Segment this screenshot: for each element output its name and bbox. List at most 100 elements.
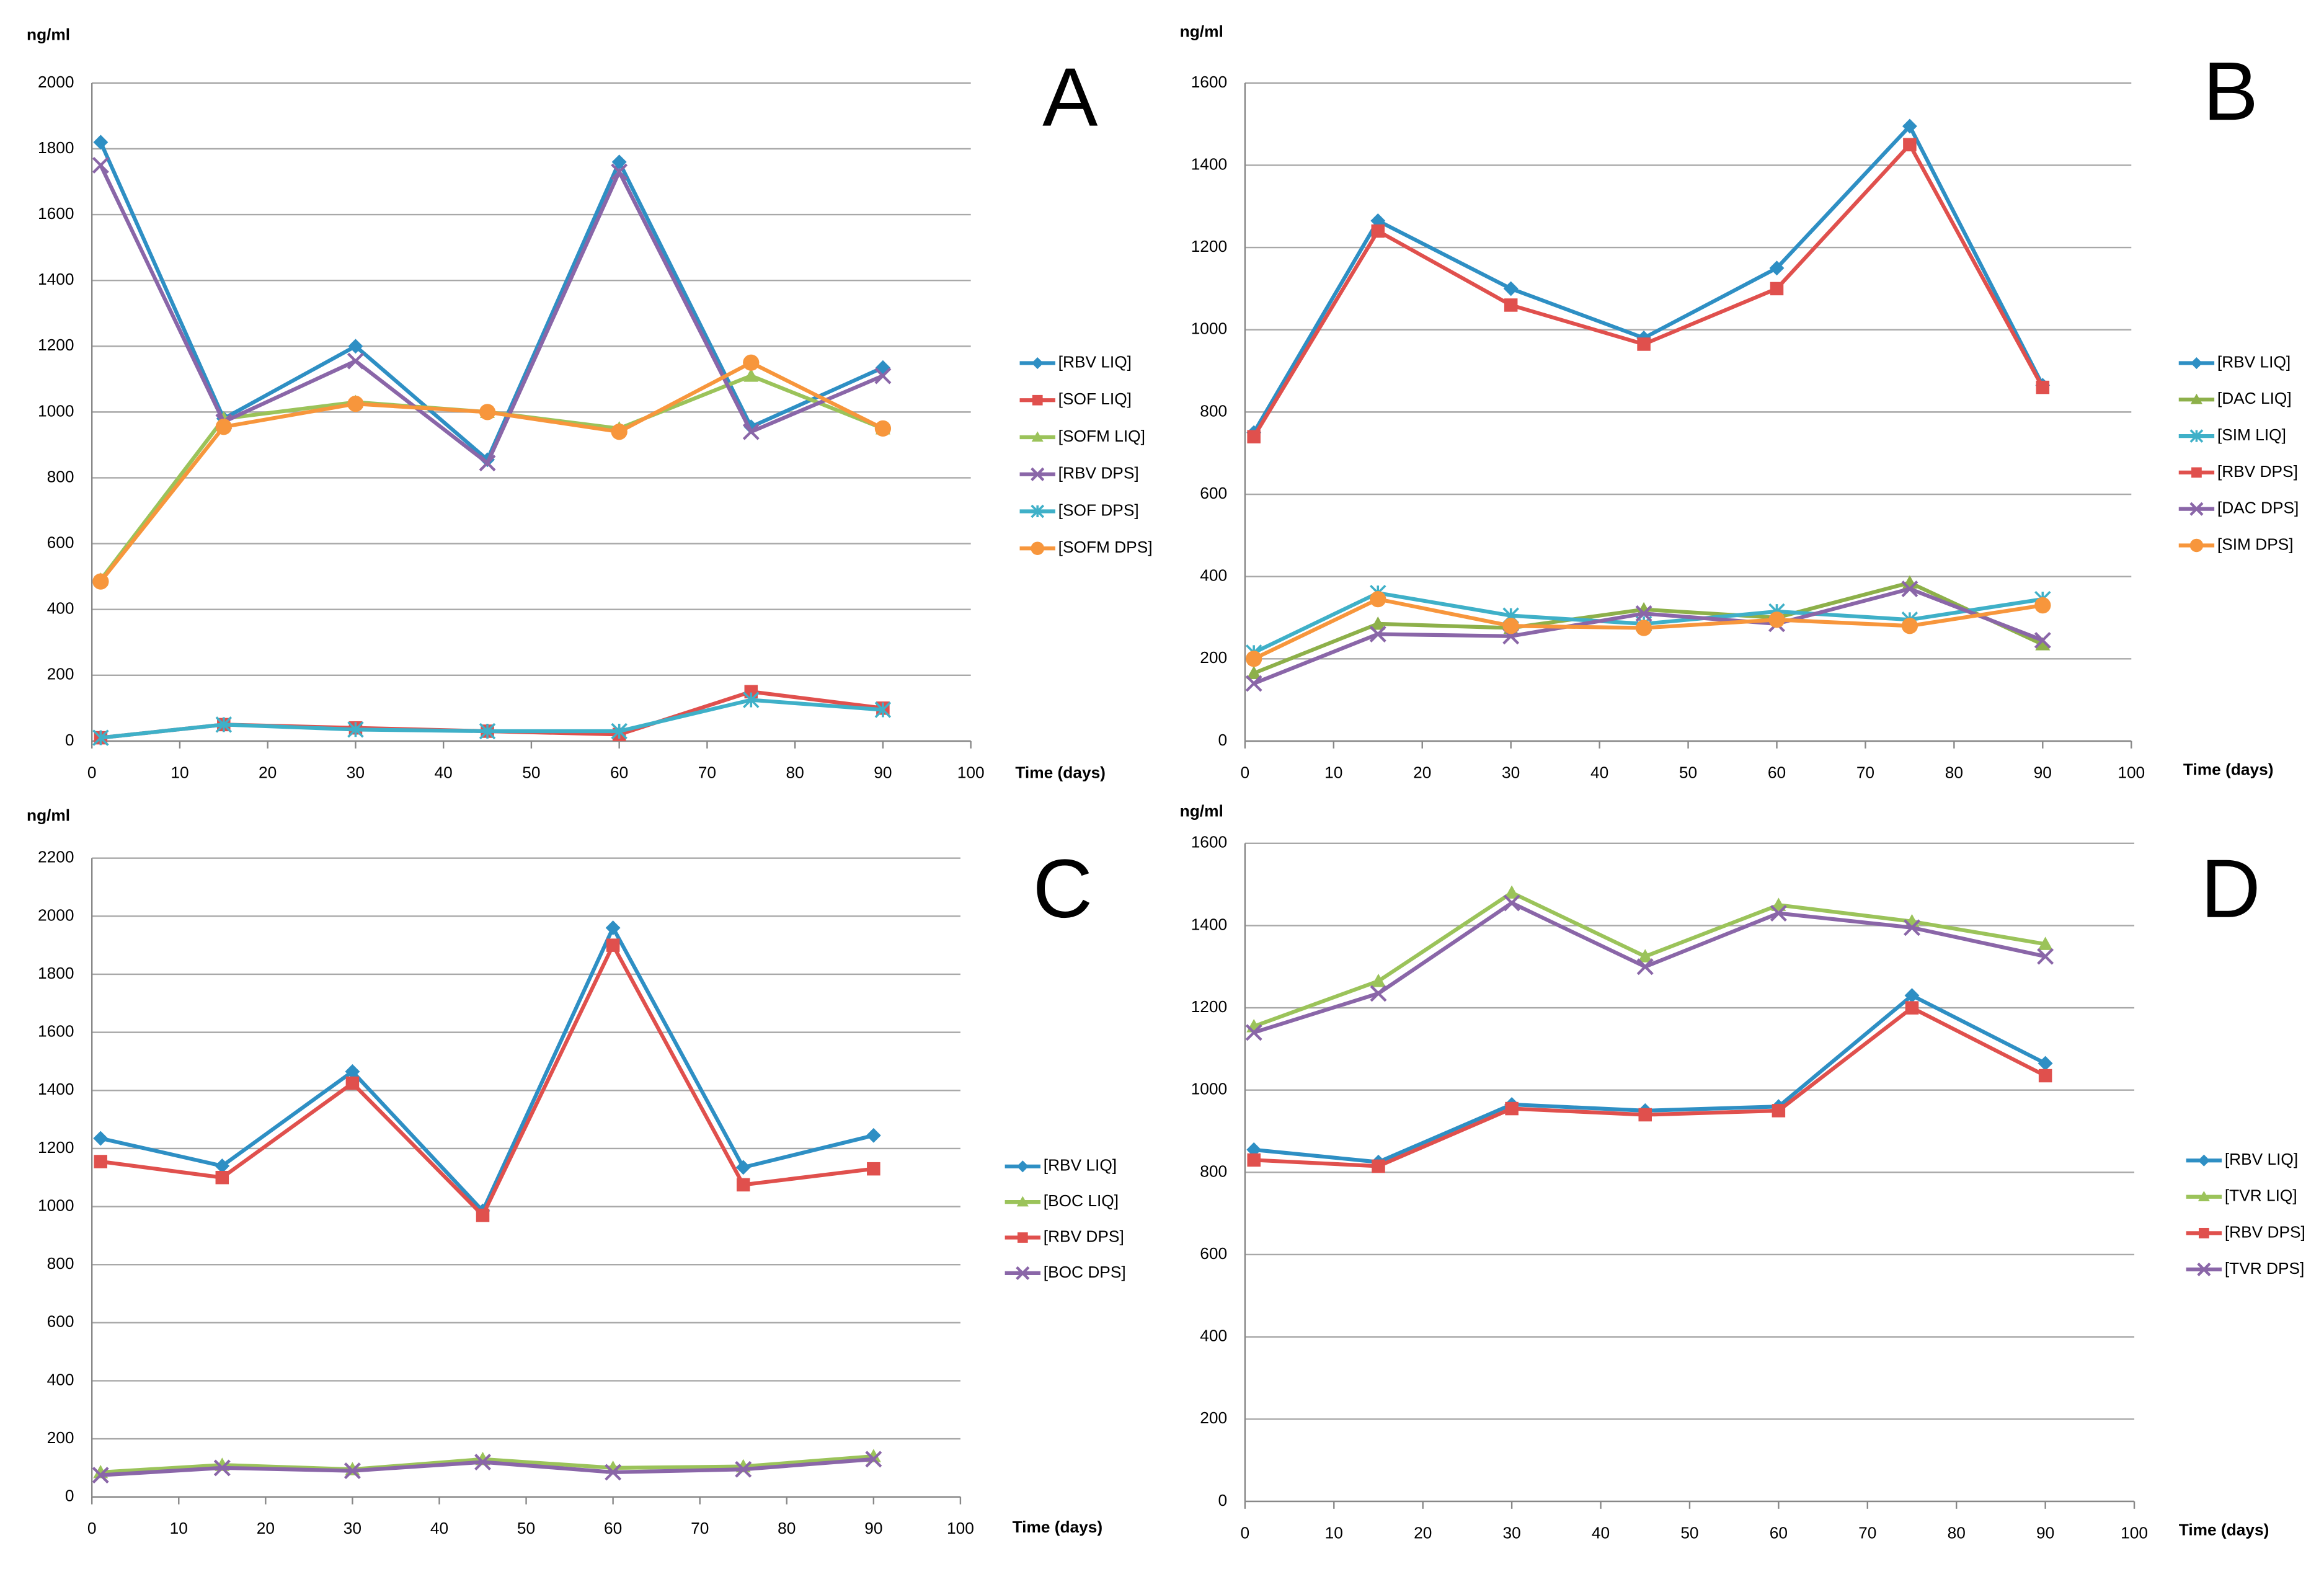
marker — [2038, 1069, 2052, 1083]
x-tick-label: 30 — [1502, 1523, 1520, 1542]
marker — [1016, 1160, 1029, 1173]
marker — [866, 1127, 881, 1143]
marker — [1032, 394, 1043, 406]
marker — [474, 1454, 491, 1471]
marker — [2038, 936, 2053, 950]
y-tick-label: 1400 — [38, 270, 74, 288]
marker — [1370, 616, 1386, 630]
y-tick-label: 800 — [47, 467, 74, 486]
marker — [875, 360, 890, 375]
y-tick-label: 1600 — [38, 1022, 74, 1041]
marker — [347, 352, 364, 370]
marker — [1031, 504, 1045, 518]
marker — [1031, 357, 1044, 370]
marker — [1905, 1001, 1919, 1015]
marker — [215, 1170, 229, 1185]
series-line — [99, 360, 884, 583]
marker — [92, 573, 109, 590]
marker — [605, 920, 621, 936]
marker — [743, 691, 760, 708]
x-tick-label: 30 — [1502, 763, 1520, 781]
marker — [1904, 919, 1920, 936]
legend-label: [RBV LIQ] — [1044, 1156, 1117, 1175]
y-tick-label: 0 — [1218, 731, 1228, 749]
marker — [92, 1467, 109, 1484]
marker — [611, 424, 628, 440]
marker — [611, 163, 628, 180]
marker — [1371, 224, 1385, 238]
x-tick-label: 40 — [435, 763, 453, 781]
marker — [1772, 1104, 1786, 1118]
x-tick-label: 0 — [87, 763, 97, 781]
x-tick-label: 10 — [1324, 763, 1342, 781]
panel-label: C — [1033, 843, 1093, 935]
marker — [1245, 1024, 1262, 1041]
legend-label: [TVR LIQ] — [2225, 1186, 2297, 1205]
y-tick-label: 400 — [47, 599, 74, 618]
marker — [2197, 1262, 2211, 1276]
y-tick-label: 0 — [1218, 1491, 1228, 1510]
marker — [1031, 467, 1045, 481]
marker — [94, 1155, 107, 1168]
y-tick-label: 1000 — [1191, 1080, 1227, 1098]
x-tick-label: 20 — [257, 1519, 275, 1537]
marker — [347, 721, 364, 738]
marker — [479, 723, 496, 740]
marker — [93, 1131, 109, 1146]
y-axis-label: ng/ml — [27, 25, 70, 43]
x-tick-label: 30 — [344, 1519, 361, 1537]
marker — [1370, 590, 1386, 608]
y-tick-label: 1200 — [1191, 997, 1227, 1016]
y-tick-label: 1200 — [1191, 237, 1227, 256]
y-tick-label: 800 — [47, 1254, 74, 1273]
marker — [345, 1076, 360, 1090]
marker — [1504, 885, 1520, 899]
marker — [344, 1462, 361, 1480]
y-tick-label: 0 — [65, 1487, 74, 1505]
y-tick-label: 2000 — [38, 905, 74, 924]
y-tick-label: 1000 — [38, 401, 74, 420]
marker — [874, 367, 892, 385]
x-tick-label: 90 — [874, 763, 892, 781]
x-tick-label: 0 — [1241, 763, 1250, 781]
series-line — [1253, 993, 2047, 1164]
y-tick-label: 1400 — [1191, 915, 1227, 933]
x-tick-label: 0 — [1241, 1523, 1250, 1542]
y-tick-label: 200 — [47, 665, 74, 683]
x-tick-label: 60 — [1770, 1523, 1788, 1542]
legend-label: [DAC LIQ] — [2217, 389, 2292, 407]
marker — [611, 154, 627, 170]
marker — [1636, 958, 1654, 976]
marker — [1769, 260, 1785, 276]
marker — [2199, 1227, 2209, 1238]
legend-label: [SIM DPS] — [2217, 535, 2294, 553]
x-tick-label: 10 — [170, 1519, 188, 1537]
x-tick-label: 60 — [604, 1519, 622, 1537]
marker — [2191, 467, 2202, 478]
y-tick-label: 0 — [65, 731, 74, 749]
marker — [865, 1451, 882, 1468]
y-tick-label: 1600 — [38, 204, 74, 223]
marker — [2189, 429, 2204, 443]
marker — [1371, 974, 1386, 987]
y-axis-label: ng/ml — [1180, 22, 1223, 41]
marker — [2198, 1191, 2210, 1201]
y-tick-label: 600 — [1200, 484, 1227, 502]
y-tick-label: 2000 — [38, 73, 74, 91]
marker — [1503, 894, 1520, 912]
y-tick-label: 200 — [1200, 648, 1227, 667]
legend-label: [SOFM DPS] — [1058, 538, 1153, 556]
legend-label: [SIM LIQ] — [2217, 425, 2286, 444]
x-axis-label: Time (days) — [1013, 1518, 1103, 1536]
marker — [1771, 897, 1786, 911]
legend-label: [RBV DPS] — [2217, 462, 2298, 481]
marker — [867, 1162, 880, 1176]
x-tick-label: 80 — [786, 763, 804, 781]
marker — [1635, 620, 1652, 636]
y-tick-label: 200 — [47, 1428, 74, 1447]
marker — [2190, 357, 2202, 370]
marker — [1502, 618, 1519, 634]
marker — [345, 1064, 360, 1079]
series-line — [100, 923, 874, 1215]
